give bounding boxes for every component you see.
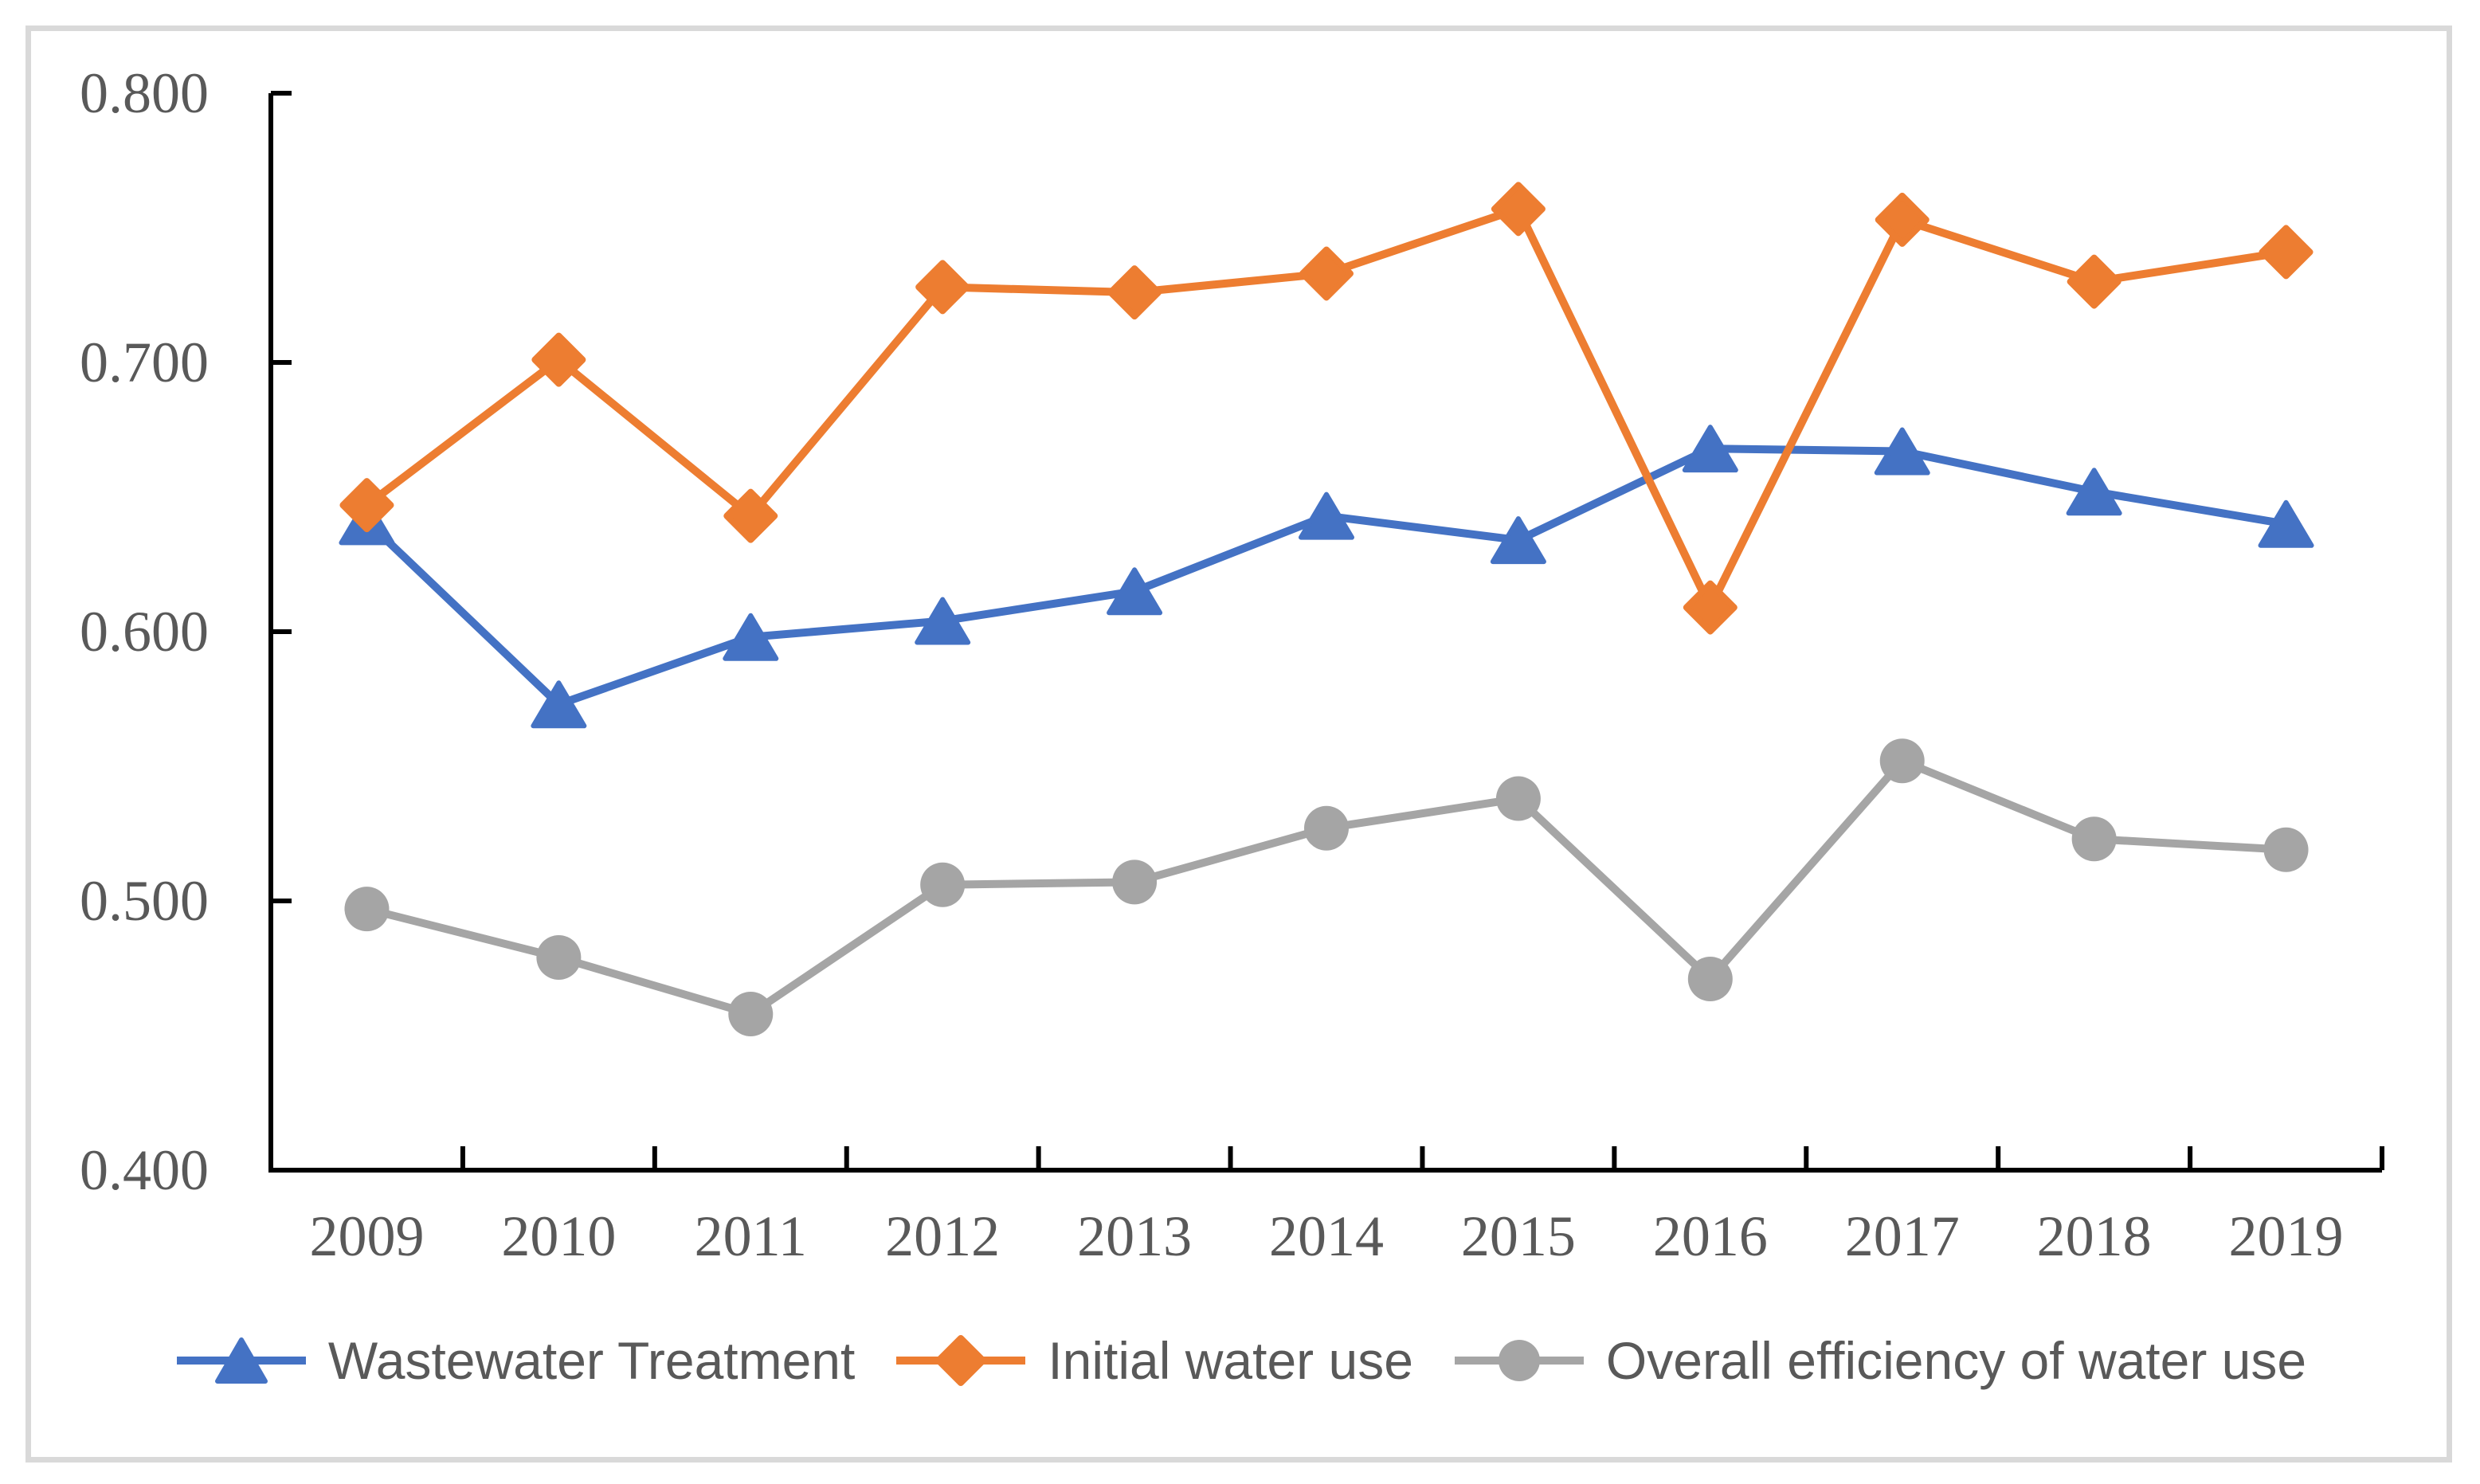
data-point-marker [915,597,971,645]
x-tick-label: 2015 [1461,1204,1576,1268]
x-tick-label: 2016 [1653,1204,1768,1268]
data-point-marker [2263,827,2309,872]
series-wastewater-treatment [339,425,2314,729]
data-point-marker [1490,516,1546,565]
data-point-marker [935,1335,987,1386]
series-overall-efficiency-of-water-use-line [362,757,2290,1018]
x-tick-label: 2010 [501,1204,616,1268]
data-point-marker [723,613,779,661]
data-point-marker [2071,816,2117,862]
data-point-marker [536,934,582,980]
data-point-marker [1491,182,1546,237]
data-point-marker [1682,425,1738,473]
data-point-marker [1107,265,1162,320]
figure-border [25,25,2452,1462]
legend-label: Wastewater Treatment [327,1331,856,1390]
data-point-marker [1304,805,1349,851]
legend-item-initial-water-use: Initial water use [893,1321,1413,1400]
chart-legend: Wastewater Treatment Initial water use Ove… [0,1313,2480,1408]
legend-label: Initial water use [1048,1331,1413,1390]
data-point-marker [1299,246,1354,301]
x-tick-label: 2019 [2229,1204,2344,1268]
y-tick-label: 0.700 [80,331,209,394]
data-point-marker [1687,957,1733,1002]
data-point-marker [1495,776,1541,821]
data-point-marker [1107,567,1163,616]
x-tick-label: 2018 [2037,1204,2152,1268]
data-point-marker [1299,491,1354,540]
legend-label: Overall efficiency of water use [1605,1331,2307,1390]
data-point-marker [1683,580,1738,635]
x-tick-label: 2012 [885,1204,1000,1268]
series-initial-water-use [339,182,2313,635]
y-tick-label: 0.400 [80,1138,209,1202]
data-point-marker [2067,254,2122,309]
data-point-marker [1112,859,1158,905]
data-point-marker [344,887,390,932]
data-point-marker [1879,738,1925,784]
legend-item-wastewater-treatment: Wastewater Treatment [174,1321,855,1400]
y-tick-label: 0.500 [80,869,209,933]
x-tick-label: 2014 [1269,1204,1384,1268]
data-point-marker [1875,192,1930,247]
legend-diamond-marker-icon [896,1335,1026,1386]
legend-circle-marker-icon [1454,1340,1584,1381]
y-tick-label: 0.800 [80,61,209,125]
data-point-marker [214,1337,268,1384]
data-point-marker [339,478,394,533]
legend-triangle-marker-icon [176,1337,306,1384]
data-point-marker [1498,1340,1540,1381]
legend-item-overall-efficiency-of-water-use: Overall efficiency of water use [1452,1321,2306,1400]
data-point-marker [1874,427,1930,476]
data-point-marker [2066,468,2122,516]
data-point-marker [723,488,778,543]
series-overall-efficiency-of-water-use [344,738,2309,1036]
x-tick-label: 2011 [695,1204,807,1268]
data-point-marker [531,680,587,729]
data-point-marker [2258,499,2314,548]
x-tick-label: 2013 [1077,1204,1192,1268]
data-point-marker [728,991,774,1036]
data-point-marker [915,260,970,315]
x-tick-label: 2009 [309,1204,424,1268]
series-wastewater-treatment-line [362,444,2290,709]
data-point-marker [2259,225,2313,280]
y-tick-label: 0.600 [80,600,209,664]
data-point-marker [920,862,966,907]
data-point-marker [531,332,586,387]
x-tick-label: 2017 [1845,1204,1960,1268]
